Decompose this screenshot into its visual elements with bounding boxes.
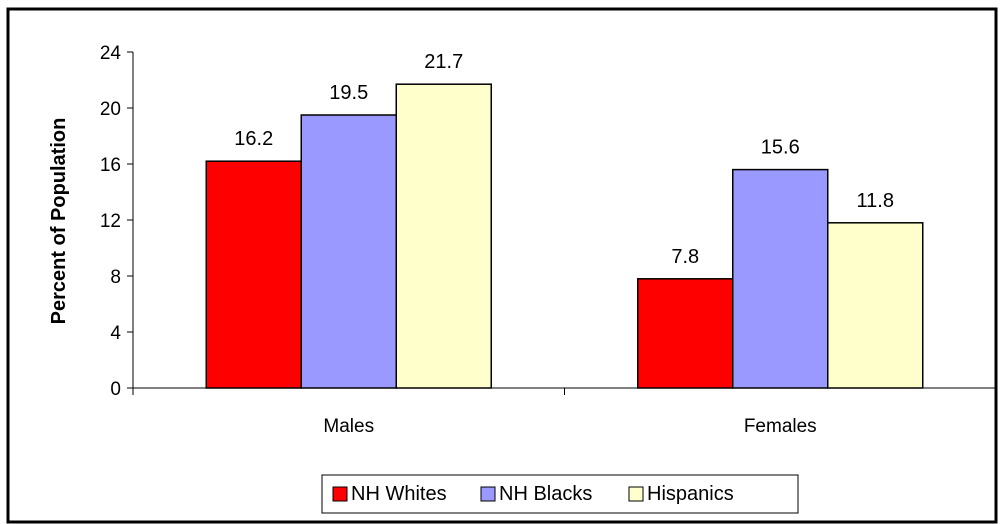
y-tick-label: 16 bbox=[100, 155, 121, 176]
legend: NH Whites NH Blacks Hispanics bbox=[321, 474, 799, 514]
bar bbox=[827, 222, 924, 389]
data-label: 19.5 bbox=[329, 82, 368, 104]
y-tick-label: 8 bbox=[110, 267, 121, 288]
plot-area: 0 4 8 12 16 20 24 16.2 19.5 21.7 Males 7.8 15.6 11.8 F… bbox=[100, 43, 997, 437]
category-label: Males bbox=[323, 416, 374, 437]
y-tick-label: 12 bbox=[100, 211, 121, 232]
data-label: 7.8 bbox=[671, 246, 699, 268]
y-tick-label: 0 bbox=[110, 379, 121, 400]
y-tick-label: 4 bbox=[110, 323, 121, 344]
legend-box bbox=[321, 474, 799, 514]
bar bbox=[732, 168, 829, 389]
y-tick-label: 20 bbox=[100, 99, 121, 120]
data-label: 15.6 bbox=[761, 137, 800, 159]
data-label: 16.2 bbox=[234, 128, 273, 150]
y-axis-label: Percent of Population bbox=[48, 118, 70, 325]
bar bbox=[300, 114, 397, 389]
bar bbox=[637, 278, 734, 389]
legend-swatch bbox=[628, 486, 644, 502]
bar bbox=[395, 83, 492, 389]
y-tick-label: 24 bbox=[100, 43, 122, 64]
legend-swatch bbox=[480, 486, 496, 502]
legend-swatch bbox=[332, 486, 348, 502]
data-label: 21.7 bbox=[424, 51, 463, 73]
bar bbox=[205, 160, 302, 389]
data-label: 11.8 bbox=[857, 190, 894, 212]
legend-entry: NH Blacks bbox=[499, 483, 592, 505]
legend-entry: Hispanics bbox=[647, 483, 734, 505]
category-label: Females bbox=[744, 416, 817, 437]
legend-entry: NH Whites bbox=[351, 483, 447, 505]
